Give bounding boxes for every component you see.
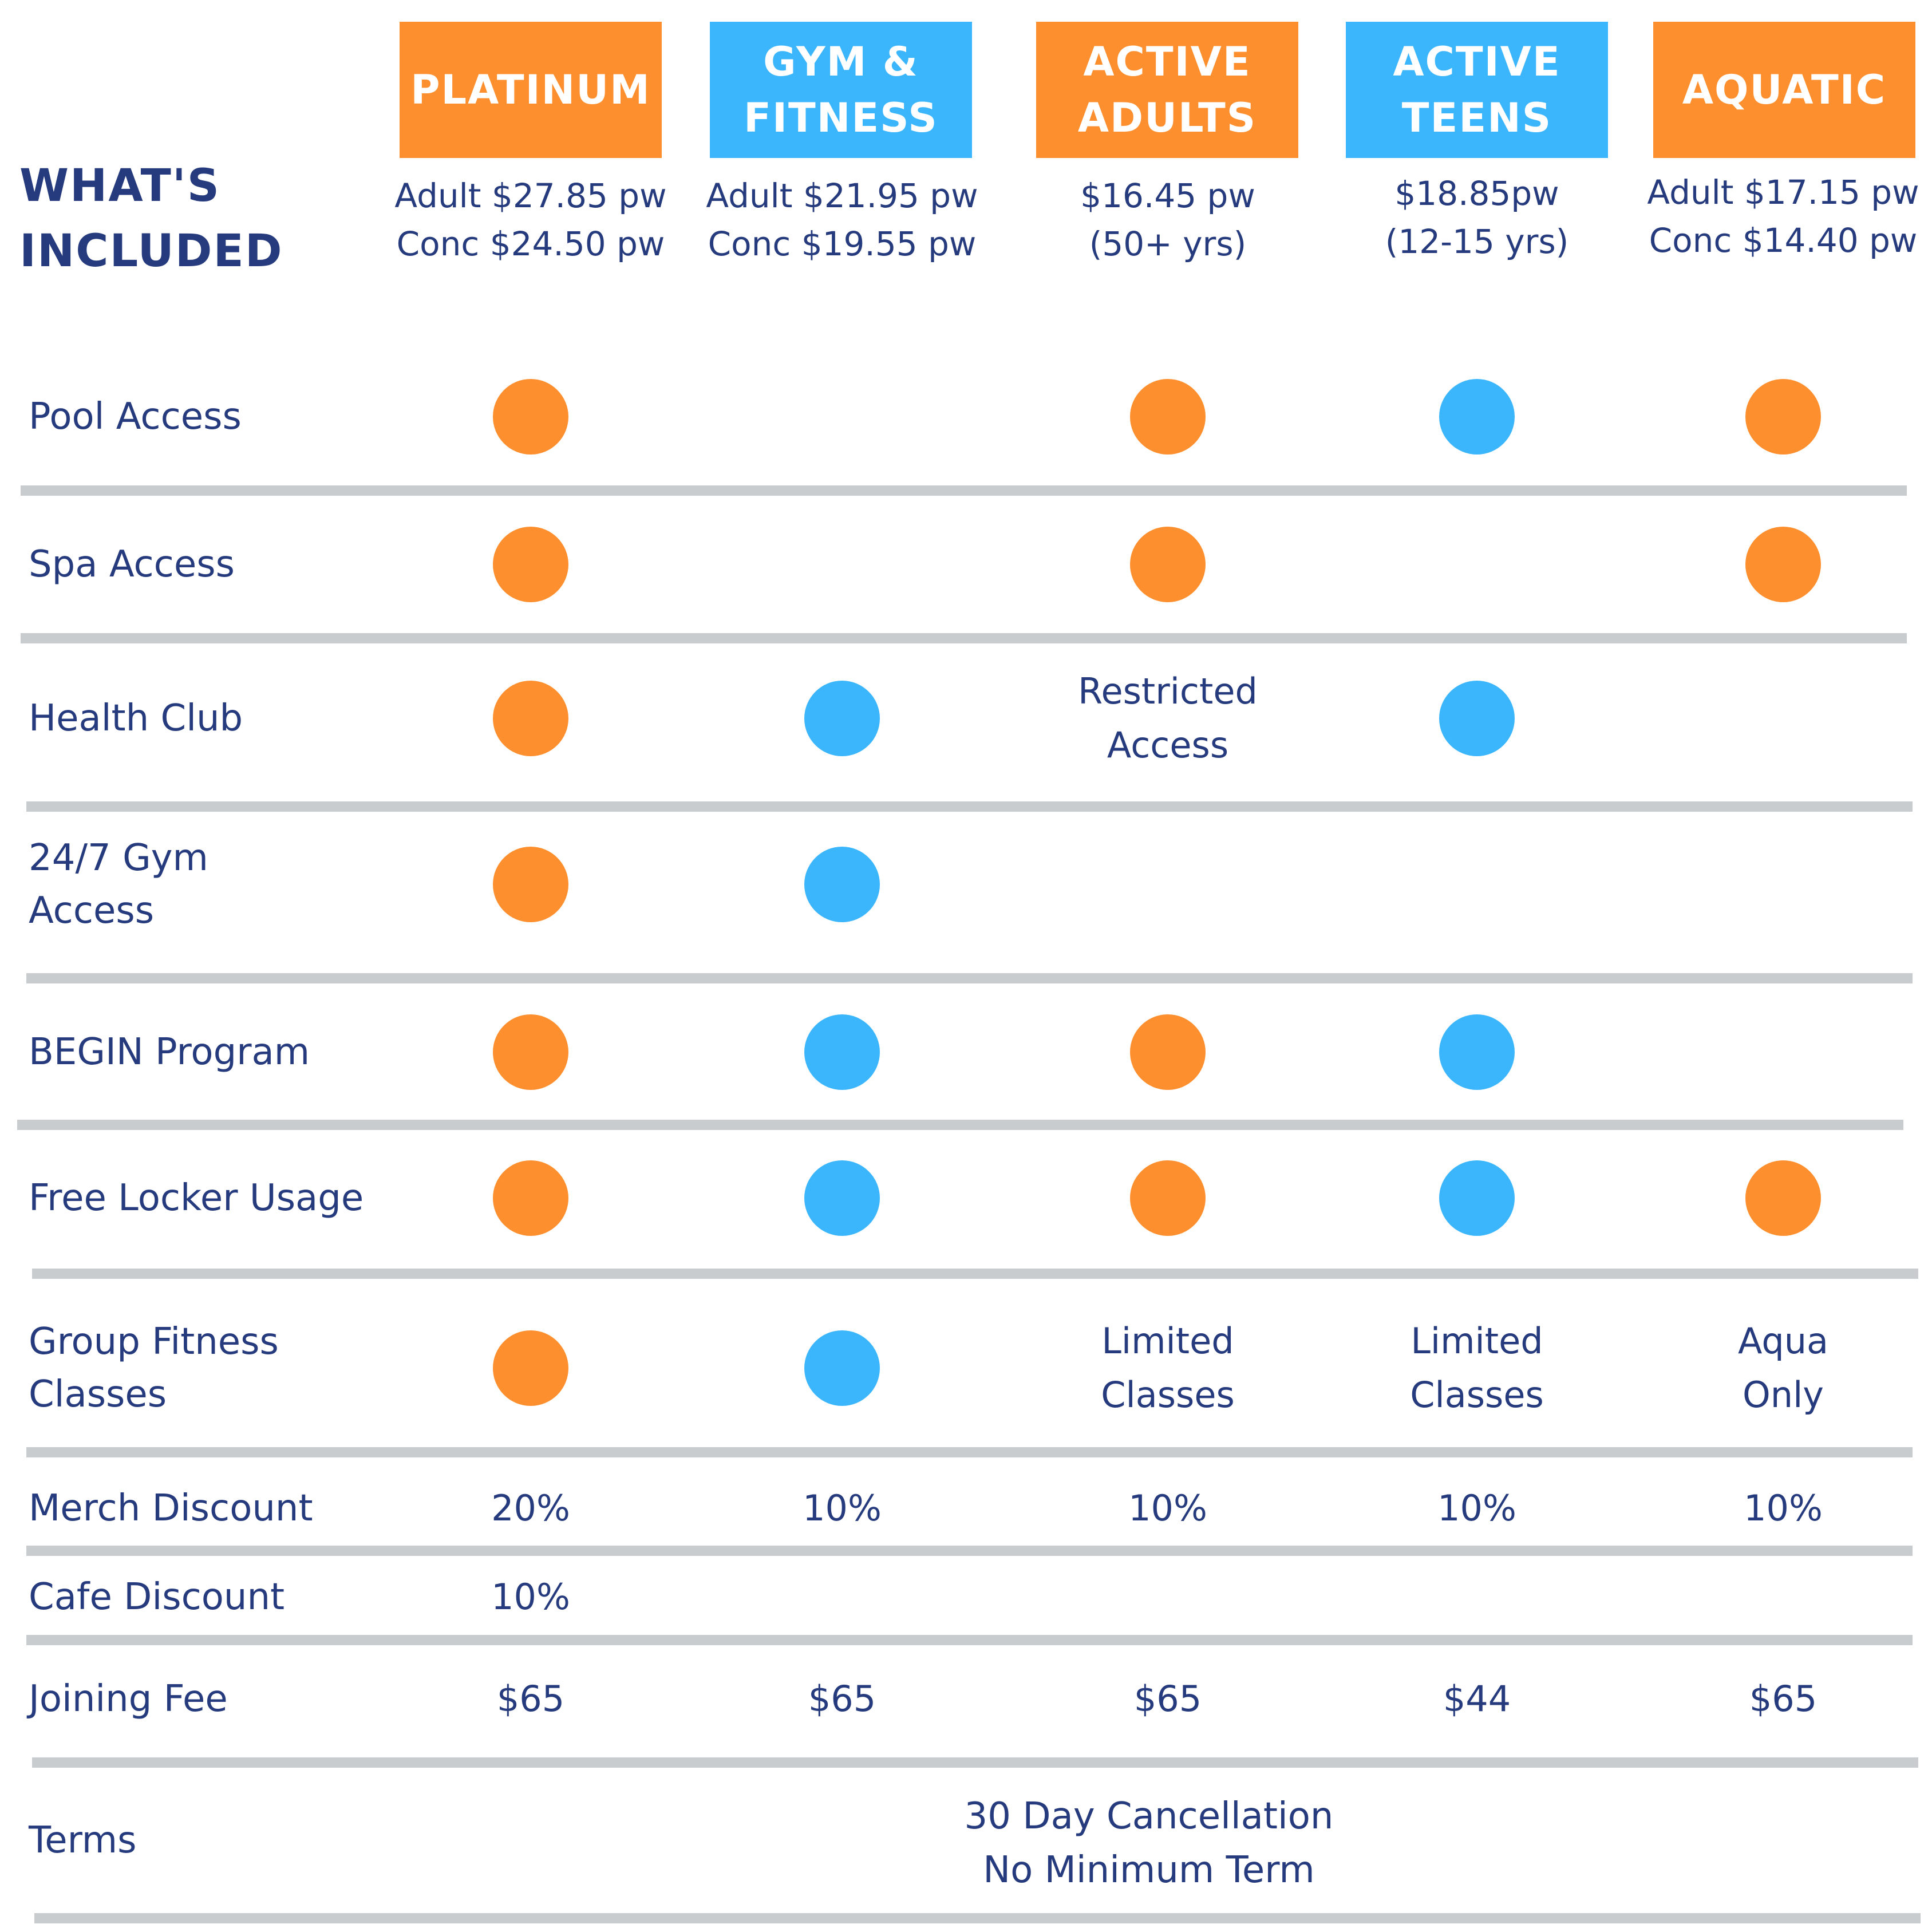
plan-header-1: PLATINUM bbox=[400, 22, 662, 158]
cell-value: Limited Classes bbox=[1410, 1320, 1544, 1416]
row-label: Spa Access bbox=[29, 543, 235, 586]
row-label: 24/7 Gym Access bbox=[29, 837, 208, 932]
included-dot bbox=[804, 1330, 880, 1406]
plan-price-2: Adult $21.95 pw Conc $19.55 pw bbox=[706, 176, 978, 263]
row-label-terms: Terms bbox=[29, 1819, 137, 1862]
included-dot bbox=[1439, 379, 1515, 455]
cell-value: Restricted Access bbox=[1078, 670, 1258, 766]
cell-value: $65 bbox=[808, 1678, 876, 1720]
included-dot bbox=[1745, 379, 1821, 455]
row-divider bbox=[32, 1757, 1918, 1768]
plan-header-5: AQUATIC bbox=[1653, 22, 1915, 158]
row-divider bbox=[21, 485, 1907, 496]
cell-value: 10% bbox=[1437, 1487, 1516, 1529]
cell-value: 10% bbox=[1744, 1487, 1823, 1529]
plan-price-5: Adult $17.15 pw Conc $14.40 pw bbox=[1647, 173, 1919, 260]
included-dot bbox=[493, 379, 568, 455]
included-dot bbox=[1745, 527, 1821, 602]
row-label: BEGIN Program bbox=[29, 1031, 310, 1073]
row-divider bbox=[32, 1269, 1918, 1279]
row-divider bbox=[26, 1447, 1913, 1457]
cell-value: Aqua Only bbox=[1738, 1320, 1828, 1416]
terms-value: 30 Day Cancellation No Minimum Term bbox=[964, 1795, 1334, 1891]
row-label: Cafe Discount bbox=[29, 1576, 285, 1618]
cell-value: $65 bbox=[496, 1678, 565, 1720]
cell-value: 10% bbox=[1128, 1487, 1207, 1529]
included-dot bbox=[493, 681, 568, 756]
included-dot bbox=[1130, 1160, 1206, 1236]
cell-value: 10% bbox=[491, 1576, 570, 1618]
cell-value: 10% bbox=[803, 1487, 882, 1529]
included-dot bbox=[804, 681, 880, 756]
row-divider bbox=[26, 1635, 1913, 1645]
included-dot bbox=[804, 847, 880, 922]
row-divider bbox=[17, 1120, 1903, 1130]
included-dot bbox=[804, 1014, 880, 1090]
plan-price-4: $18.85pw (12-15 yrs) bbox=[1385, 174, 1569, 261]
included-dot bbox=[493, 1330, 568, 1406]
included-dot bbox=[1439, 1160, 1515, 1236]
cell-value: $65 bbox=[1133, 1678, 1202, 1720]
row-label: Free Locker Usage bbox=[29, 1177, 364, 1219]
cell-value: 20% bbox=[491, 1487, 570, 1529]
included-dot bbox=[1130, 527, 1206, 602]
included-dot bbox=[493, 1160, 568, 1236]
cell-value: $44 bbox=[1443, 1678, 1511, 1720]
plan-header-3: ACTIVE ADULTS bbox=[1036, 22, 1298, 158]
row-label: Merch Discount bbox=[29, 1487, 313, 1530]
plan-price-3: $16.45 pw (50+ yrs) bbox=[1080, 176, 1255, 263]
included-dot bbox=[1439, 1014, 1515, 1090]
included-dot bbox=[1439, 681, 1515, 756]
cell-value: Limited Classes bbox=[1101, 1320, 1235, 1416]
plan-price-1: Adult $27.85 pw Conc $24.50 pw bbox=[394, 176, 667, 263]
row-divider bbox=[26, 801, 1913, 812]
row-label: Group Fitness Classes bbox=[29, 1321, 279, 1416]
row-divider bbox=[34, 1913, 1921, 1923]
row-label: Pool Access bbox=[29, 396, 242, 438]
row-divider bbox=[21, 633, 1907, 643]
plan-header-4: ACTIVE TEENS bbox=[1346, 22, 1608, 158]
row-label: Health Club bbox=[29, 697, 243, 740]
row-label: Joining Fee bbox=[29, 1678, 228, 1720]
row-divider bbox=[26, 973, 1913, 983]
included-dot bbox=[493, 847, 568, 922]
whats-included-heading: WHAT'S INCLUDED bbox=[19, 160, 283, 277]
plan-header-2: GYM & FITNESS bbox=[710, 22, 972, 158]
cell-value: $65 bbox=[1749, 1678, 1818, 1720]
included-dot bbox=[493, 527, 568, 602]
included-dot bbox=[493, 1014, 568, 1090]
row-divider bbox=[26, 1546, 1913, 1556]
included-dot bbox=[804, 1160, 880, 1236]
included-dot bbox=[1130, 1014, 1206, 1090]
included-dot bbox=[1745, 1160, 1821, 1236]
included-dot bbox=[1130, 379, 1206, 455]
